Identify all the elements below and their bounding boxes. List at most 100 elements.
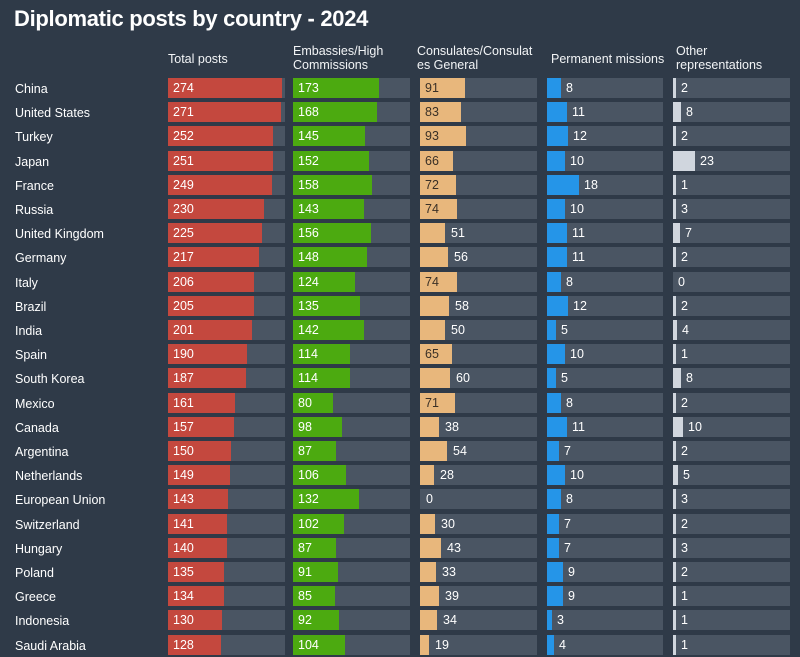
missions-bar bbox=[547, 223, 567, 244]
embassies-bar bbox=[293, 489, 359, 510]
other-value-label: 2 bbox=[681, 444, 688, 458]
missions-bar bbox=[547, 344, 565, 365]
consulates-value-label: 51 bbox=[451, 226, 465, 241]
consulates-bar-track: 72 bbox=[420, 174, 537, 195]
missions-value-label: 12 bbox=[573, 298, 587, 313]
missions-bar bbox=[547, 150, 565, 171]
consulates-value-label: 30 bbox=[441, 516, 455, 531]
missions-value-label: 11 bbox=[572, 419, 585, 434]
table-row: Germany 217 148 56 11 2 bbox=[0, 247, 800, 269]
consulates-bar bbox=[420, 174, 456, 195]
embassies-bar bbox=[293, 271, 355, 292]
missions-bar-track: 5 bbox=[547, 320, 663, 340]
missions-bar bbox=[547, 489, 561, 510]
embassies-bar bbox=[293, 392, 333, 413]
consulates-value-label: 54 bbox=[453, 444, 467, 458]
other-bar-track: 3 bbox=[673, 199, 790, 219]
embassies-bar bbox=[293, 150, 369, 171]
country-label: Russia bbox=[15, 203, 54, 217]
missions-value-label: 10 bbox=[570, 468, 584, 483]
embassies-value-label: 156 bbox=[298, 226, 319, 241]
table-row: Switzerland 141 102 30 7 2 bbox=[0, 513, 800, 536]
other-bar-track: 4 bbox=[673, 320, 790, 340]
missions-bar bbox=[547, 586, 563, 607]
missions-bar-track: 3 bbox=[547, 610, 663, 631]
embassies-value-label: 114 bbox=[298, 371, 318, 386]
other-bar bbox=[673, 416, 683, 437]
country-label: Switzerland bbox=[15, 517, 80, 532]
other-bar bbox=[673, 634, 676, 655]
header-total-posts: Total posts bbox=[168, 52, 228, 66]
embassies-value-label: 87 bbox=[298, 444, 312, 458]
consulates-bar-track: 74 bbox=[420, 271, 537, 292]
other-bar-track: 2 bbox=[673, 295, 790, 316]
embassies-bar-track: 114 bbox=[293, 344, 410, 365]
other-bar-track: 23 bbox=[673, 150, 790, 171]
total-bar-track: 150 bbox=[168, 441, 285, 461]
total-bar bbox=[168, 199, 264, 219]
missions-bar bbox=[547, 562, 563, 582]
total-bar bbox=[168, 150, 273, 171]
table-row: France 249 158 72 18 1 bbox=[0, 174, 800, 197]
missions-bar-track: 8 bbox=[547, 392, 663, 413]
other-bar-track: 3 bbox=[673, 537, 790, 558]
other-value-label: 2 bbox=[681, 395, 688, 410]
consulates-value-label: 39 bbox=[445, 589, 459, 604]
missions-bar-track: 7 bbox=[547, 513, 663, 534]
embassies-bar-track: 158 bbox=[293, 174, 410, 195]
total-bar bbox=[168, 247, 259, 268]
missions-bar-track: 12 bbox=[547, 295, 663, 316]
missions-bar bbox=[547, 634, 554, 655]
embassies-bar bbox=[293, 344, 350, 365]
other-bar bbox=[673, 537, 676, 558]
total-value-label: 143 bbox=[173, 492, 194, 507]
other-value-label: 3 bbox=[681, 202, 688, 216]
table-row: Spain 190 114 65 10 1 bbox=[0, 344, 800, 366]
country-label: Brazil bbox=[15, 299, 47, 314]
other-bar-track: 2 bbox=[673, 392, 790, 413]
total-value-label: 230 bbox=[173, 202, 194, 216]
other-value-label: 2 bbox=[681, 516, 688, 531]
consulates-value-label: 93 bbox=[425, 129, 439, 144]
country-label: Germany bbox=[15, 251, 67, 266]
embassies-value-label: 142 bbox=[298, 323, 319, 337]
consulates-bar bbox=[420, 416, 439, 437]
embassies-bar-track: 156 bbox=[293, 223, 410, 244]
total-bar-track: 217 bbox=[168, 247, 285, 268]
total-value-label: 271 bbox=[173, 105, 194, 120]
consulates-bar-track: 30 bbox=[420, 513, 537, 534]
missions-bar-track: 10 bbox=[547, 465, 663, 486]
chart-title: Diplomatic posts by country - 2024 bbox=[14, 6, 369, 31]
missions-value-label: 8 bbox=[566, 492, 573, 507]
embassies-bar-track: 102 bbox=[293, 513, 410, 534]
missions-bar-track: 11 bbox=[547, 416, 663, 437]
consulates-bar bbox=[420, 586, 439, 607]
other-bar-track: 2 bbox=[673, 78, 790, 98]
embassies-value-label: 158 bbox=[298, 177, 319, 192]
embassies-bar bbox=[293, 199, 364, 219]
table-row: Mexico 161 80 71 8 2 bbox=[0, 392, 800, 415]
total-bar bbox=[168, 392, 235, 413]
missions-value-label: 18 bbox=[584, 177, 598, 192]
consulates-value-label: 19 bbox=[435, 637, 449, 652]
country-label: South Korea bbox=[15, 372, 85, 387]
missions-value-label: 12 bbox=[573, 129, 587, 144]
total-bar-track: 230 bbox=[168, 199, 285, 219]
table-row: Italy 206 124 74 8 0 bbox=[0, 271, 800, 294]
total-bar-track: 140 bbox=[168, 537, 285, 558]
embassies-bar bbox=[293, 586, 335, 607]
missions-bar-track: 10 bbox=[547, 150, 663, 171]
other-value-label: 7 bbox=[685, 226, 692, 241]
country-label: Japan bbox=[15, 154, 50, 169]
total-value-label: 141 bbox=[173, 516, 194, 531]
consulates-value-label: 56 bbox=[454, 250, 468, 265]
country-label: France bbox=[15, 178, 54, 193]
other-value-label: 4 bbox=[682, 323, 689, 337]
total-value-label: 249 bbox=[173, 177, 194, 192]
consulates-bar-track: 56 bbox=[420, 247, 537, 268]
other-bar bbox=[673, 441, 676, 461]
missions-bar bbox=[547, 199, 565, 219]
other-bar-track: 2 bbox=[673, 247, 790, 268]
total-bar bbox=[168, 441, 231, 461]
consulates-bar-track: 39 bbox=[420, 586, 537, 607]
